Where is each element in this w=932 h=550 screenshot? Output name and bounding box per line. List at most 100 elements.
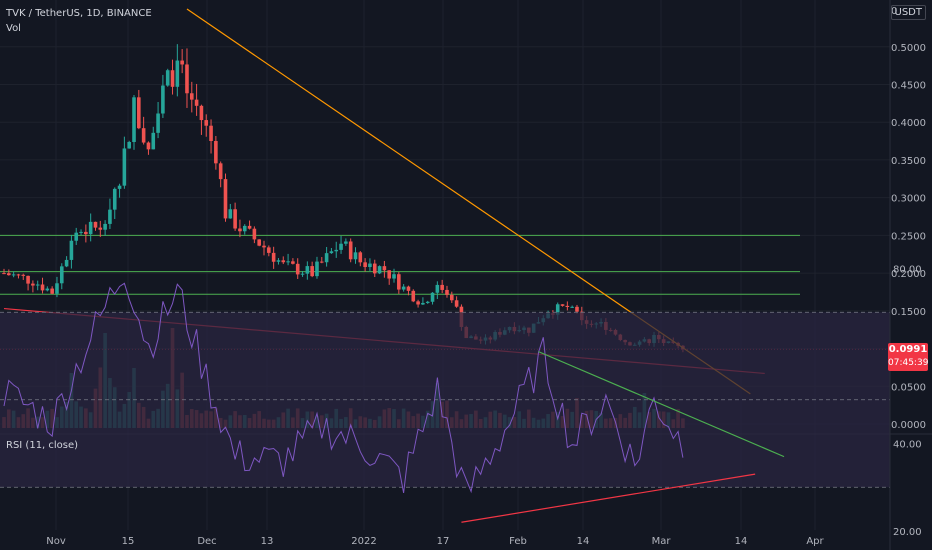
candle-body <box>565 305 570 307</box>
candle-body <box>132 97 136 142</box>
candle-body <box>55 283 59 294</box>
rsi-red-trendline <box>461 473 756 523</box>
time-tick-label: 14 <box>577 536 590 547</box>
candle-body <box>199 105 204 121</box>
candle-body <box>353 252 358 260</box>
candle-body <box>112 188 117 210</box>
candle-body <box>218 163 223 180</box>
candle-body <box>315 261 319 277</box>
candle-body <box>185 64 189 94</box>
candle-body <box>7 273 11 276</box>
candle-body <box>281 260 286 263</box>
candle-body <box>64 259 69 267</box>
candle-body <box>228 209 233 219</box>
price-tick-label: 0.2500 <box>891 231 926 242</box>
time-tick-label: 15 <box>122 536 135 547</box>
price-tick-label: 0.3500 <box>891 156 926 167</box>
rsi-panel[interactable] <box>0 282 932 523</box>
candle-body <box>310 266 314 277</box>
candle-body <box>430 292 435 302</box>
candle-body <box>117 185 122 189</box>
candle-body <box>406 286 411 291</box>
candle-body <box>74 232 79 241</box>
candle-body <box>31 283 35 286</box>
price-tick-label: 0.0000 <box>891 420 926 431</box>
price-tick-label: 0.2000 <box>891 269 926 280</box>
candle-body <box>382 266 387 271</box>
candle-body <box>247 225 252 229</box>
candle-body <box>560 304 565 306</box>
candle-body <box>344 241 348 244</box>
candle-body <box>267 247 271 253</box>
candle-body <box>252 228 257 240</box>
candle-body <box>21 274 26 276</box>
price-axis[interactable]: 0.5000 0.4500 0.4000 0.3500 0.3000 0.2500 0.20… <box>889 0 926 550</box>
candle-body <box>194 99 199 106</box>
rsi-tick-label: 80.00 <box>893 265 922 276</box>
candle-body <box>257 239 261 246</box>
candle-body <box>339 243 343 250</box>
candle-body <box>156 113 160 133</box>
candle-body <box>189 93 194 100</box>
candle-body <box>98 227 103 230</box>
horizontal-levels[interactable] <box>0 234 800 295</box>
candle-body <box>69 240 74 260</box>
candle-body <box>79 231 83 233</box>
time-tick-label: 17 <box>437 536 450 547</box>
candle-body <box>363 262 367 268</box>
candle-body <box>570 306 574 308</box>
last-price-badge: 0.0991 07:45:39 <box>888 343 928 371</box>
candle-body <box>45 288 50 291</box>
candle-body <box>329 251 334 254</box>
symbol-title[interactable]: TVK / TetherUS, 1D, BINANCE <box>6 8 152 19</box>
rsi-tick-label: 40.00 <box>893 440 922 451</box>
candle-body <box>238 228 242 232</box>
candle-body <box>35 284 40 286</box>
candle-body <box>358 252 363 263</box>
volume-label[interactable]: Vol <box>6 23 21 34</box>
price-tick-label: 0.3000 <box>891 194 926 205</box>
candle-body <box>387 270 391 279</box>
candle-body <box>127 141 131 149</box>
candle-body <box>93 221 98 228</box>
rsi-label[interactable]: RSI (11, close) <box>6 440 79 451</box>
time-axis[interactable]: Nov 15 Dec 13 2022 17 Feb 14 Mar 14 Apr <box>46 536 824 547</box>
candle-body <box>555 304 560 315</box>
candle-body <box>454 300 459 307</box>
candle-body <box>11 274 16 276</box>
price-tick-label: 0 <box>891 6 897 17</box>
candle-body <box>368 263 372 268</box>
candle-body <box>401 286 406 290</box>
candle-body <box>161 85 165 114</box>
candle-body <box>334 249 339 252</box>
candle-body <box>276 260 281 262</box>
candle-body <box>291 261 295 264</box>
currency-badge[interactable]: USDT <box>890 5 926 20</box>
candle-body <box>223 179 228 219</box>
candle-body <box>26 275 30 284</box>
candle-body <box>151 132 156 150</box>
candle-body <box>233 209 237 229</box>
candle-body <box>440 284 444 290</box>
last-price-value: 0.0991 <box>888 344 928 355</box>
candle-body <box>348 241 353 260</box>
price-tick-label: 0.5000 <box>891 43 926 54</box>
price-candles <box>2 44 685 353</box>
candle-body <box>392 274 396 279</box>
candle-body <box>242 225 247 232</box>
rsi-green-trendline <box>538 351 785 458</box>
candle-body <box>300 273 305 275</box>
candle-body <box>449 294 454 301</box>
rsi-line <box>3 282 684 494</box>
candle-body <box>137 97 141 129</box>
time-tick-label: 2022 <box>351 536 376 547</box>
price-tick-label: 0.1500 <box>891 307 926 318</box>
candle-body <box>421 302 425 305</box>
candle-body <box>411 290 416 302</box>
candle-body <box>435 284 440 293</box>
candle-body <box>204 120 209 126</box>
price-tick-label: 0.0500 <box>891 382 926 393</box>
candle-body <box>103 223 107 230</box>
candle-body <box>372 263 377 274</box>
